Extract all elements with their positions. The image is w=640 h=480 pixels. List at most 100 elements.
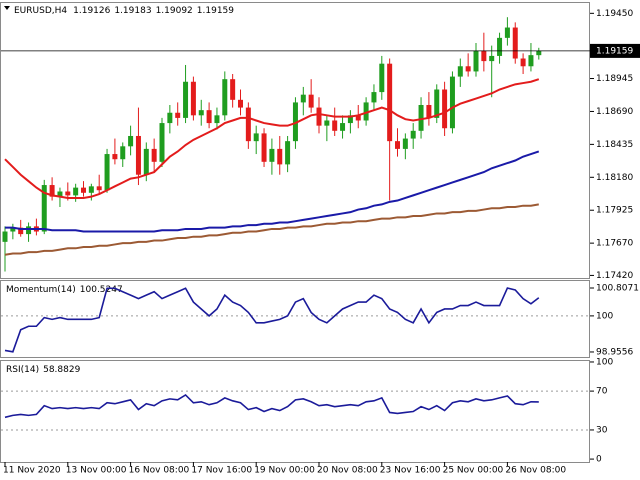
- y-tick-label: 1.18180: [596, 173, 633, 183]
- candle-body: [426, 104, 432, 118]
- indicator-value: 58.8829: [43, 365, 80, 375]
- candle-body: [395, 141, 400, 149]
- rsi-panel: [0, 360, 590, 463]
- candle-body: [214, 115, 220, 124]
- symbol: EURUSD,H4: [14, 6, 67, 16]
- rsi-title: RSI(14) 58.8829: [6, 365, 81, 375]
- candle-body: [277, 148, 283, 165]
- indicator-name: RSI(14): [6, 365, 39, 375]
- candle-body: [347, 115, 353, 124]
- candle-body: [481, 50, 487, 62]
- candle-body: [300, 94, 306, 103]
- candle-body: [151, 148, 157, 162]
- candle-body: [308, 94, 314, 108]
- indicator-line: [4, 78, 540, 199]
- y-tick-label: 1.19450: [596, 9, 633, 19]
- x-tick-label: 16 Nov 08:00: [129, 466, 190, 476]
- candle-body: [206, 110, 212, 124]
- candle-body: [442, 89, 448, 129]
- candle-body: [198, 110, 204, 116]
- candle-body: [528, 55, 534, 67]
- candle-body: [449, 76, 455, 129]
- candle-body: [473, 50, 479, 72]
- candle-body: [253, 133, 259, 142]
- candle-body: [512, 27, 518, 59]
- candle-body: [65, 191, 71, 196]
- last-low: 1.19092: [156, 6, 193, 16]
- candle-body: [128, 135, 134, 147]
- y-tick-label: 1.18945: [596, 74, 633, 84]
- last-open: 1.19126: [73, 6, 110, 16]
- y-tick-label: 98.9556: [596, 347, 633, 357]
- x-tick-label: 19 Nov 00:00: [254, 466, 315, 476]
- candle-body: [457, 66, 463, 77]
- momentum-panel: [0, 280, 590, 358]
- candle-body: [143, 148, 149, 175]
- collapse-icon: [4, 6, 10, 10]
- price-panel: [0, 2, 590, 279]
- x-tick-label: 20 Nov 08:00: [317, 466, 378, 476]
- candle-body: [41, 185, 47, 232]
- candle-body: [88, 186, 94, 193]
- candle-body: [167, 112, 173, 124]
- candle-body: [363, 102, 369, 121]
- y-tick-label: 30: [596, 425, 608, 435]
- candle-body: [316, 107, 322, 126]
- candle-body: [10, 227, 16, 232]
- candle-body: [245, 107, 251, 142]
- candle-body: [230, 79, 236, 100]
- candle-body: [73, 187, 79, 196]
- candle-body: [175, 112, 181, 118]
- y-tick-label: 1.18690: [596, 107, 633, 117]
- candle-body: [159, 123, 165, 162]
- candle-body: [465, 66, 471, 72]
- candle-body: [332, 120, 338, 131]
- candle-body: [489, 55, 495, 62]
- candle-body: [285, 141, 291, 165]
- y-tick-label: 70: [596, 387, 608, 397]
- last-price-label: 1.19159: [596, 46, 633, 56]
- last-high: 1.19183: [114, 6, 151, 16]
- candle-body: [387, 63, 393, 142]
- y-tick-label: 100.8071: [596, 284, 639, 294]
- y-tick-label: 1.17420: [596, 271, 633, 281]
- y-tick-label: 1.17925: [596, 206, 633, 216]
- indicator-line: [4, 393, 539, 419]
- candle-body: [340, 123, 346, 131]
- candle-body: [497, 37, 503, 56]
- x-tick-label: 25 Nov 00:00: [443, 466, 504, 476]
- candle-body: [96, 186, 102, 191]
- x-tick-label: 17 Nov 16:00: [191, 466, 252, 476]
- candle-body: [238, 99, 243, 108]
- candle-body: [120, 146, 126, 160]
- candle-body: [504, 27, 510, 38]
- candle-body: [2, 231, 8, 242]
- candle-body: [269, 148, 275, 162]
- y-tick-label: 1.18435: [596, 140, 633, 150]
- y-tick-label: 0: [596, 455, 602, 465]
- candle-body: [355, 115, 361, 121]
- candle-body: [261, 133, 267, 162]
- candle-body: [49, 185, 55, 197]
- candle-body: [26, 226, 32, 235]
- candle-body: [520, 58, 526, 67]
- indicator-line: [4, 287, 540, 353]
- x-tick-label: 11 Nov 2020: [3, 466, 61, 476]
- x-tick-label: 23 Nov 16:00: [380, 466, 441, 476]
- candle-body: [418, 104, 424, 131]
- x-tick-label: 26 Nov 08:00: [505, 466, 566, 476]
- candle-body: [222, 79, 228, 116]
- indicator-value: 100.5247: [80, 285, 123, 295]
- candle-body: [536, 50, 542, 56]
- indicator-line: [4, 203, 539, 256]
- candle-body: [135, 135, 141, 175]
- candle-body: [371, 92, 377, 103]
- indicator-line: [5, 150, 540, 233]
- y-tick-label: 100: [596, 311, 613, 321]
- y-tick-label: 100: [596, 357, 613, 367]
- last-price-box: [590, 43, 640, 58]
- x-tick-label: 13 Nov 00:00: [66, 466, 127, 476]
- candle-body: [183, 81, 189, 118]
